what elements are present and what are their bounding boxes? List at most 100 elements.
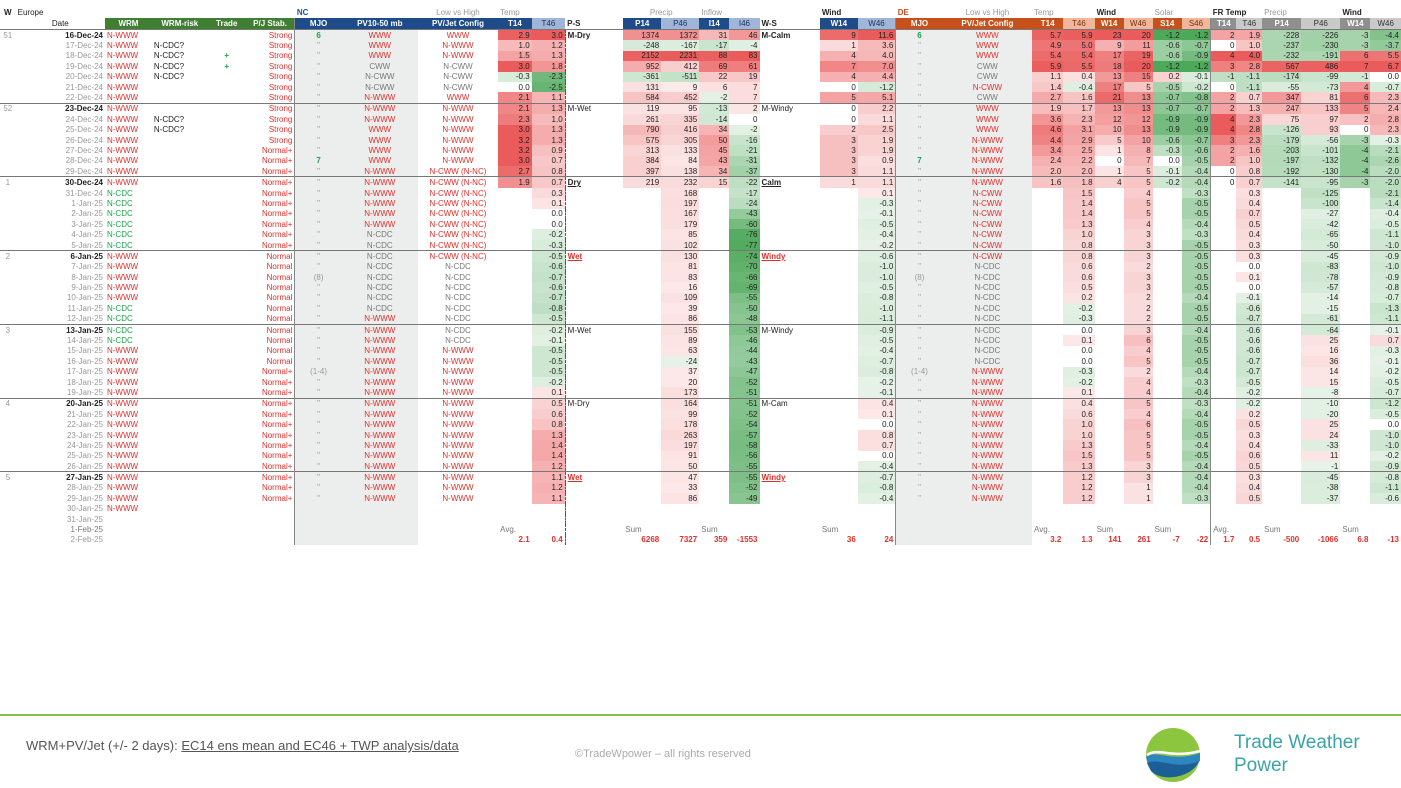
cell-risk [152, 335, 208, 345]
cell-mjo: " [294, 323, 342, 336]
cell-dew14 [1095, 367, 1124, 377]
column-header: WRM [104, 18, 152, 30]
cell-pv: N-WWW [341, 461, 418, 472]
cell-dew46 [1124, 504, 1153, 514]
cell-cfg: N-CDC [445, 283, 471, 293]
cell-cfg: N-CWW (N-NC) [429, 188, 487, 198]
footer-source-link[interactable]: EC14 ens mean and EC46 + TWP analysis/da… [181, 738, 459, 753]
cell-frt14: 2 [1210, 102, 1237, 115]
cell-frw46: 2.3 [1370, 124, 1401, 135]
cell-det46: 0.6 [1063, 271, 1095, 283]
table-row: 1 30-Dec-24 N-WWW Normal+ " N-WWW N-CWW (N-NC)… [0, 176, 1401, 188]
cell-wrm: N-WWW [106, 293, 139, 303]
cell-date: 22-Jan-25 [66, 420, 103, 430]
cell-det14: 4.9 [1032, 40, 1064, 51]
cell-t46: 1.1 [531, 92, 566, 104]
cell-date: 16-Dec-24 [15, 29, 105, 41]
cell-frt46: -0.1 [1236, 292, 1263, 304]
cell-t46: 1.0 [531, 114, 566, 125]
cell-frt46: 0.2 [1236, 409, 1263, 420]
cell-cfg: N-WWW [417, 397, 499, 410]
cell-s46: -0.4 [1181, 366, 1211, 377]
cell-demjo: " [895, 81, 943, 93]
cell-p46: 95 [661, 102, 700, 115]
summary-total: 2.1 [518, 535, 530, 545]
cell-t14 [498, 314, 532, 325]
cell-i14 [699, 346, 729, 356]
summary-label [0, 524, 16, 534]
cell-frp14: 247 [1262, 102, 1302, 115]
cell-frw46: -0.9 [1370, 461, 1401, 472]
cell-t46: -0.6 [531, 282, 566, 293]
column-header [0, 18, 16, 30]
cell-frt14 [1210, 208, 1237, 220]
cell-frw14 [1340, 229, 1370, 239]
cell-dew14: 9 [1094, 40, 1124, 51]
cell-i14 [699, 188, 729, 198]
cell-det46 [1063, 504, 1094, 514]
cell-s14 [1153, 209, 1182, 219]
cell-w [0, 387, 16, 398]
cell-t46: -0.5 [531, 345, 566, 357]
cell-w46: 0.0 [882, 420, 894, 430]
summary-total: 141 [1108, 535, 1122, 545]
cell-wrm: N-WWW [106, 51, 139, 61]
cell-date: 26-Jan-25 [66, 461, 103, 471]
cell-frp46: -50 [1301, 239, 1341, 251]
cell-trade [208, 72, 246, 82]
cell-frp14 [1262, 461, 1301, 472]
cell-trade [207, 471, 246, 483]
cell-frw14 [1340, 240, 1370, 251]
cell-i46: -77 [729, 239, 760, 251]
cell-t46 [532, 504, 566, 514]
cell-frt14 [1210, 303, 1237, 314]
summary-total [341, 534, 418, 546]
cell-ps [564, 81, 624, 93]
cell-pv: N-WWW [341, 376, 418, 388]
cell-w46: -0.5 [857, 335, 896, 346]
cell-pv: N-WWW [341, 482, 418, 494]
brand-line2: Power [1234, 755, 1288, 776]
cell-det46: 2.2 [1063, 155, 1095, 167]
column-header: Date [51, 19, 69, 28]
summary-total [105, 535, 152, 545]
table-row: 29-Jan-25 N-WWW Normal+ " N-WWW N-WWW 1.1 86 -49… [0, 493, 1401, 504]
cell-cfg: N-CWW (N-NC) [417, 176, 499, 188]
cell-p46: 263 [661, 429, 700, 441]
copyright-text: ©TradeWpower – all rights reserved [575, 748, 751, 760]
cell-ws [760, 82, 820, 92]
cell-date: 21-Jan-25 [66, 409, 103, 419]
cell-cfg: N-WWW [442, 483, 474, 493]
cell-w46: -0.2 [857, 239, 896, 251]
cell-ws [760, 145, 820, 155]
cell-w [0, 409, 16, 419]
table-row: 18-Dec-24 N-WWW N-CDC? + Strong " WWW N-WWW 1.5 1… [0, 50, 1401, 62]
cell-pv: N-WWW [341, 366, 418, 377]
cell-trade [208, 125, 246, 135]
cell-dew46: 2 [1123, 261, 1153, 272]
cell-frw14 [1340, 323, 1371, 336]
cell-p46: 173 [661, 387, 700, 399]
cell-frp46: 93 [1301, 124, 1341, 135]
cell-frw46: 0.7 [1370, 335, 1401, 346]
cell-det46: 1.5 [1063, 450, 1095, 462]
cell-frw14 [1340, 397, 1371, 410]
table-row: 18-Jan-25 N-WWW Normal+ " N-WWW N-WWW -0.2 20 -5… [0, 376, 1401, 388]
cell-demjo: " [895, 282, 943, 293]
cell-det14: 3.4 [1032, 145, 1064, 156]
cell-det46: 0.0 [1081, 356, 1093, 366]
cell-frw46: -2.1 [1370, 187, 1401, 199]
cell-det14: 2.7 [1032, 92, 1064, 104]
cell-i46: -50 [729, 303, 760, 314]
cell-wrm: N-CDC [106, 188, 133, 198]
cell-dew14 [1095, 387, 1124, 398]
cell-det14 [1032, 430, 1063, 440]
cell-wrm: N-WWW [106, 377, 139, 387]
cell-mjo: " [294, 303, 342, 314]
cell-frp46: -27 [1301, 208, 1341, 220]
cell-pv: N-CDC [341, 271, 418, 283]
cell-w [0, 51, 16, 61]
cell-w14: 3 [819, 155, 858, 167]
cell-det14 [1032, 188, 1063, 198]
cell-i46 [729, 514, 759, 524]
